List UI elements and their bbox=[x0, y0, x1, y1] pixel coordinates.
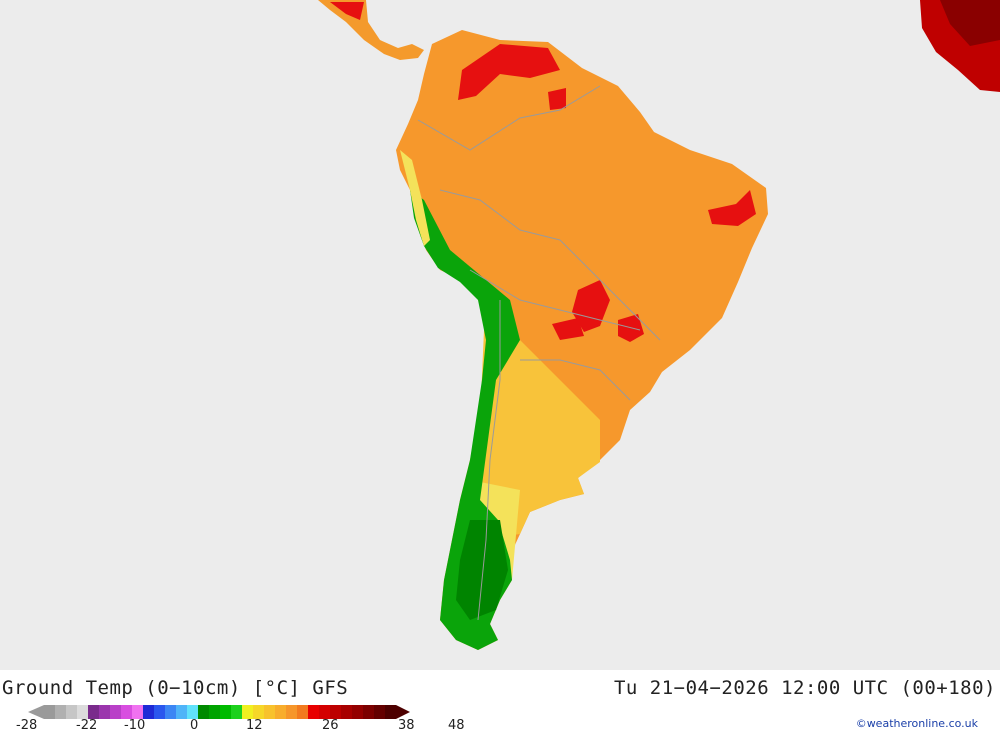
map-title: Ground Temp (0−10cm) [°C] GFS bbox=[2, 677, 349, 699]
legend-tick: -10 bbox=[124, 718, 146, 733]
legend-swatch bbox=[385, 705, 396, 719]
legend-swatch bbox=[352, 705, 363, 719]
legend-arrow-high bbox=[396, 705, 410, 719]
credit-link[interactable]: ©weatheronline.co.uk bbox=[855, 717, 978, 730]
legend-swatch bbox=[165, 705, 176, 719]
legend-swatch bbox=[374, 705, 385, 719]
forecast-timestamp: Tu 21−04−2026 12:00 UTC (00+180) bbox=[613, 677, 996, 699]
country-borders bbox=[417, 85, 661, 621]
legend-tick: 0 bbox=[190, 718, 199, 733]
legend-tick: 38 bbox=[398, 718, 415, 733]
central-america-hot bbox=[330, 2, 364, 20]
hot-south-2 bbox=[552, 318, 584, 340]
legend-tick: 12 bbox=[246, 718, 263, 733]
hot-north bbox=[458, 44, 560, 100]
legend-swatch bbox=[286, 705, 297, 719]
legend-tick: 48 bbox=[448, 718, 465, 733]
legend-swatch bbox=[231, 705, 242, 719]
legend-swatch bbox=[154, 705, 165, 719]
legend-tick: -28 bbox=[16, 718, 38, 733]
africa-corner-dark bbox=[940, 0, 1000, 46]
legend-swatch bbox=[110, 705, 121, 719]
legend-swatch bbox=[242, 705, 253, 719]
temperature-map bbox=[0, 0, 1000, 670]
hot-south-1 bbox=[572, 280, 610, 332]
hot-venezuela bbox=[548, 88, 566, 110]
color-scale-legend bbox=[28, 705, 410, 719]
legend-swatch bbox=[341, 705, 352, 719]
legend-swatch bbox=[363, 705, 374, 719]
legend-arrow-low bbox=[28, 705, 44, 719]
legend-swatch bbox=[99, 705, 110, 719]
hot-east bbox=[708, 190, 756, 226]
legend-swatch bbox=[132, 705, 143, 719]
legend-swatch bbox=[66, 705, 77, 719]
legend-swatch bbox=[77, 705, 88, 719]
legend-swatch bbox=[55, 705, 66, 719]
legend-swatch bbox=[143, 705, 154, 719]
legend-swatch bbox=[253, 705, 264, 719]
legend-swatch bbox=[264, 705, 275, 719]
legend-swatch bbox=[44, 705, 55, 719]
legend-swatch bbox=[330, 705, 341, 719]
legend-tick: -22 bbox=[76, 718, 98, 733]
coast-strip bbox=[400, 150, 430, 246]
legend-swatch bbox=[187, 705, 198, 719]
legend-swatch bbox=[209, 705, 220, 719]
legend-swatch bbox=[121, 705, 132, 719]
legend-swatch bbox=[319, 705, 330, 719]
legend-swatch bbox=[275, 705, 286, 719]
legend-tick: 26 bbox=[322, 718, 339, 733]
legend-swatch bbox=[176, 705, 187, 719]
legend-swatch bbox=[308, 705, 319, 719]
legend-swatch bbox=[198, 705, 209, 719]
legend-swatch bbox=[88, 705, 99, 719]
legend-swatch bbox=[297, 705, 308, 719]
green-dark bbox=[456, 520, 508, 620]
legend-swatch bbox=[220, 705, 231, 719]
central-america bbox=[318, 0, 424, 60]
